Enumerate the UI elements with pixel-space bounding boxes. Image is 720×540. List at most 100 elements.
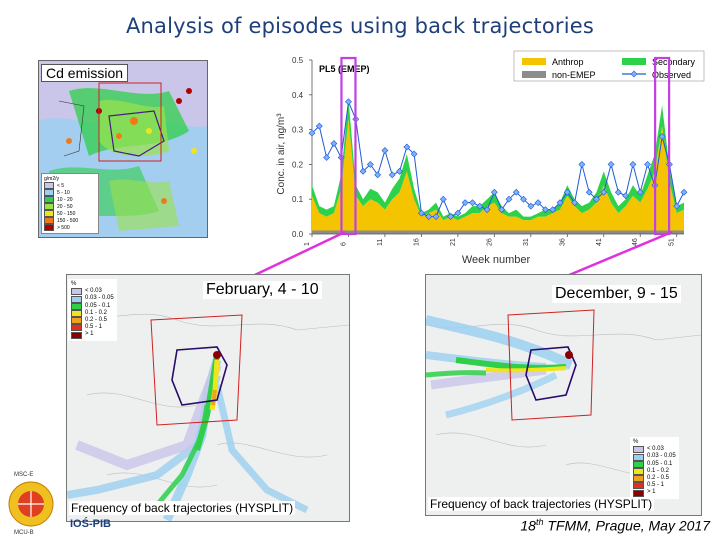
emission-legend-label: 5 - 10 [57,189,70,196]
chart-x-tick-label: 26 [486,238,493,246]
chart-observed-point [593,195,600,203]
chart-observed-point [673,202,681,210]
emission-legend-swatch [44,210,54,218]
chart-observed-point [432,213,440,221]
chart-observed-point [374,171,382,179]
trajectory-legend-february: % < 0.03 0.03 - 0.05 0.05 - 0.1 0.1 - 0.2 0.… [68,279,117,341]
chart-observed-point [614,188,622,196]
emission-legend-swatch [44,182,54,190]
emission-legend-swatch [44,217,54,225]
slide-title: Analysis of episodes using back trajecto… [125,14,595,38]
emission-legend-swatch [44,224,54,232]
chart-observed-point [323,154,331,161]
period-label-february: February, 4 - 10 [203,281,322,299]
chart-x-tick-label: 41 [596,238,603,246]
ios-pib-logo: IOŚ-PIB [70,518,111,530]
traj-feb-legend-label: 0.05 - 0.1 [85,302,111,309]
traj-feb-legend-row: 0.1 - 0.2 [71,310,114,317]
traj-dec-legend-row: 0.5 - 1 [633,482,676,490]
chart-observed-point [556,199,564,207]
chart-legend-swatch [522,58,546,65]
footer-text: TFMM, Prague, May 2017 [543,518,710,534]
traj-feb-legend-label: 0.2 - 0.5 [85,317,108,324]
traj-dec-legend-label: > 1 [647,489,656,496]
chart-observed-point [636,188,644,196]
chart-highlight-week-6 [340,56,357,236]
chart-x-label: Week number [462,254,531,266]
chart-y-tick-label: 0.2 [292,160,304,169]
traj-feb-legend-swatch [71,309,82,317]
chart-observed-point [680,188,688,196]
chart-observed-point [563,188,571,196]
traj-feb-legend-swatch [71,324,82,332]
traj-feb-legend-label: 0.5 - 1 [85,324,103,331]
traj-dec-legend-row: 0.1 - 0.2 [633,468,676,475]
traj-feb-legend-swatch [71,288,82,296]
chart-observed-point [600,188,608,196]
traj-dec-legend-row: 0.05 - 0.1 [633,461,676,468]
emission-legend-label: 50 - 150 [57,210,76,217]
chart-observed-point [571,199,579,207]
emission-legend-row: < 5 [44,182,96,190]
traj-feb-legend-row: 0.05 - 0.1 [71,303,114,310]
chart-x-tick-label: 31 [523,238,530,246]
chart-area-anthrop [312,119,684,231]
traj-feb-legend-row: 0.2 - 0.5 [71,317,114,325]
emission-map-label: Cd emission [41,64,129,82]
chart-observed-point [315,122,323,130]
pointer-line-december [561,230,673,280]
chart-legend-swatch [522,71,546,78]
chart-y-label: Conc. in air, ng/m³ [276,113,287,195]
chart-legend-label: Anthrop [552,57,584,67]
chart-observed-point [607,160,615,168]
emission-legend-row: > 500 [44,224,96,232]
chart-x-tick-label: 1 [304,242,311,246]
chart-observed-point [461,199,469,207]
chart-observed-point [469,199,476,207]
traj-dec-legend-label: 0.05 - 0.1 [647,460,673,467]
traj-feb-legend-swatch [71,317,82,325]
traj-dec-legend-label: 0.03 - 0.05 [647,453,676,460]
traj-dec-legend-label: 0.2 - 0.5 [647,475,670,482]
traj-dec-legend-row: < 0.03 [633,446,676,454]
chart-x-tick-label: 16 [413,238,420,246]
traj-dec-legend-swatch [633,460,644,468]
traj-dec-legend-row: 0.03 - 0.05 [633,453,676,461]
traj-dec-legend-swatch [633,489,644,497]
chart-observed-point [622,192,630,200]
chart-observed-point [585,188,593,196]
msce-logo-text: MSC-E [14,472,34,478]
chart-observed-point [527,202,535,210]
chart-x-tick-label: 11 [377,239,384,246]
chart-x-tick-label: 21 [450,238,457,246]
chart-x-tick-label: 51 [669,238,676,246]
traj-dec-legend-label: 0.5 - 1 [647,482,665,489]
emission-map-graphic [39,61,207,237]
chart-observed-line [311,99,685,218]
chart-observed-point [498,206,506,214]
chart-observed-point [366,160,374,168]
period-label-december: December, 9 - 15 [552,285,681,303]
emission-legend-label: 150 - 500 [57,217,79,224]
chart-legend-label: Secondary [652,57,696,67]
emission-legend-label: 20 - 50 [57,203,73,210]
chart-observed-point [359,167,367,175]
chart-observed-point [512,188,520,196]
chart-observed-point [388,171,396,179]
chart-legend-swatch [622,58,646,65]
emission-legend-swatch [44,203,54,211]
chart-legend-marker [630,70,638,78]
chart-observed-point [549,206,557,214]
cd-concentration-chart: Conc. in air, ng/m³ Week number PL5 (EME… [276,50,705,266]
chart-y-tick-label: 0.5 [292,56,304,65]
chart-observed-point [417,209,425,217]
emission-legend-label: < 5 [57,182,65,189]
chart-y-tick-label: 0.4 [292,91,304,100]
chart-y-tick-label: 0.3 [292,126,304,135]
chart-area-secondary [312,98,684,221]
chart-observed-point [520,195,527,203]
traj-feb-legend-label: 0.1 - 0.2 [85,309,108,316]
trajectory-legend-december: % < 0.03 0.03 - 0.05 0.05 - 0.1 0.1 - 0.2 0.… [630,437,679,499]
traj-feb-legend-swatch [71,331,82,339]
traj-feb-legend-swatch [71,302,82,310]
